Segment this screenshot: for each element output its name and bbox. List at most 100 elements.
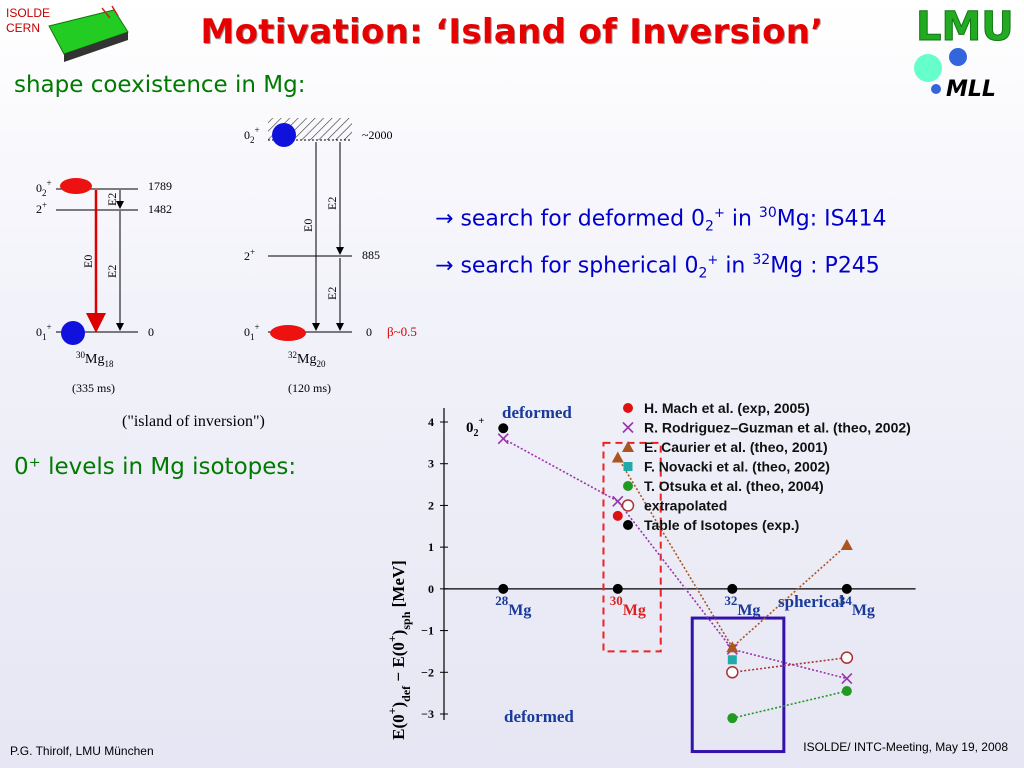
data-point <box>840 539 853 551</box>
transition-label: E2 <box>105 193 119 206</box>
y-tick-label: −1 <box>421 624 434 638</box>
transition-label: E2 <box>325 287 339 300</box>
level-spin: 02+ <box>36 178 52 198</box>
level-spin: 01+ <box>36 322 52 342</box>
data-point <box>841 686 852 697</box>
nucleus-label: 30Mg18 <box>76 350 114 369</box>
legend-entry: H. Mach et al. (exp, 2005) <box>644 400 810 416</box>
level-energy: 1789 <box>148 179 172 193</box>
bullet-item: → search for deformed 02+ in 30Mg: IS414 <box>435 205 887 235</box>
section-heading-levels: 0⁺ levels in Mg isotopes: <box>14 454 297 480</box>
legend-marker <box>622 441 634 452</box>
series-line <box>732 656 847 674</box>
logo-cern-text: CERN <box>6 21 40 35</box>
legend-marker <box>622 421 634 434</box>
x-isotope-label: 34Mg <box>839 593 875 619</box>
highlight-box-32mg <box>690 616 786 754</box>
data-point <box>726 666 739 679</box>
level-spin: 02+ <box>244 125 260 145</box>
footer-author: P.G. Thirolf, LMU München <box>10 744 154 758</box>
data-point <box>612 510 623 521</box>
data-point <box>727 655 737 665</box>
level-spin: 01+ <box>244 322 260 342</box>
y-tick-label: 1 <box>428 540 434 554</box>
bullet-list: → search for deformed 02+ in 30Mg: IS414… <box>435 197 887 290</box>
isotope-chart: E(0+)def − E(0+)sph [MeV] deformed defor… <box>385 400 916 754</box>
legend-entry: R. Rodriguez–Guzman et al. (theo, 2002) <box>644 420 911 436</box>
diagram-caption: ("island of inversion") <box>122 413 265 430</box>
annotation-spherical: spherical <box>778 592 844 611</box>
level-energy: ~2000 <box>362 128 393 142</box>
bullet-item: → search for spherical 02+ in 32Mg : P24… <box>435 251 880 282</box>
isolde-cern-logo: ISOLDE CERN <box>4 4 132 62</box>
transition-label: E0 <box>81 255 95 268</box>
level-spin: 2+ <box>36 200 47 216</box>
legend-entry: T. Otsuka et al. (theo, 2004) <box>644 478 824 494</box>
y-axis-label: E(0+)def − E(0+)sph [MeV] <box>385 560 413 740</box>
data-point <box>497 433 509 445</box>
x-isotope-label: 30Mg <box>610 593 646 619</box>
beta-label: β~0.5 <box>387 324 417 339</box>
series-line <box>502 437 848 680</box>
level-energy: 885 <box>362 248 380 262</box>
legend-marker <box>623 520 633 530</box>
deformed-state-shape <box>270 325 306 341</box>
data-point <box>841 672 853 685</box>
bullet-text: search for spherical 0 <box>460 253 699 279</box>
x-isotope-label: 28Mg <box>495 593 531 619</box>
data-point <box>612 583 623 594</box>
data-point <box>498 583 509 594</box>
y-tick-label: −3 <box>421 707 434 721</box>
data-point <box>841 583 852 594</box>
level-scheme-diagram: 02+ 2+ 01+ 1789 1482 0 E2 E0 E2 30Mg18 (… <box>36 118 417 430</box>
legend-entry: extrapolated <box>644 498 727 514</box>
spherical-state-shape <box>61 321 85 345</box>
y-tick-label: −2 <box>421 665 434 679</box>
logo-isolde-text: ISOLDE <box>6 6 50 20</box>
legend-marker <box>621 499 635 512</box>
halflife-label: (120 ms) <box>288 381 331 395</box>
legend-marker <box>623 481 633 491</box>
deformed-state-shape <box>60 178 92 194</box>
annotation-deformed-bottom: deformed <box>504 707 574 726</box>
footer-meeting: ISOLDE/ INTC-Meeting, May 19, 2008 <box>803 740 1008 754</box>
y-tick-label: 2 <box>428 498 434 512</box>
y-tick-label: 4 <box>428 415 434 429</box>
nucleus-label: 32Mg20 <box>288 350 326 369</box>
data-point <box>498 423 509 434</box>
data-point <box>611 451 624 463</box>
legend-entry: E. Caurier et al. (theo, 2001) <box>644 439 828 455</box>
page-title: Motivation: ‘Island of Inversion’ <box>200 12 824 52</box>
section-heading-shape-coexistence: shape coexistence in Mg: <box>14 72 306 98</box>
spherical-state-shape <box>272 123 296 147</box>
bullet-text: search for deformed 0 <box>460 206 706 232</box>
annotation-level-label: 02+ <box>466 416 485 439</box>
legend-entry: Table of Isotopes (exp.) <box>644 517 799 533</box>
series-line <box>732 690 848 719</box>
level-spin: 2+ <box>244 247 255 263</box>
y-tick-label: 0 <box>428 582 434 596</box>
legend-marker <box>623 462 633 471</box>
highlight-box-30mg <box>602 441 662 653</box>
data-point <box>727 583 738 594</box>
halflife-label: (335 ms) <box>72 381 115 395</box>
legend-marker <box>623 403 633 413</box>
logo-lmu-text: LMU <box>916 4 1014 50</box>
transition-label: E2 <box>325 197 339 210</box>
arrow-icon: → <box>435 206 454 232</box>
data-point <box>726 641 739 653</box>
y-tick-label: 3 <box>428 457 434 471</box>
level-energy: 0 <box>366 325 372 339</box>
data-point <box>840 651 854 664</box>
arrow-icon: → <box>435 253 454 279</box>
data-point <box>612 495 624 507</box>
annotation-deformed-top: deformed <box>502 403 572 422</box>
transition-label: E2 <box>105 265 119 278</box>
level-energy: 1482 <box>148 202 172 216</box>
level-energy: 0 <box>148 325 154 339</box>
data-point <box>727 713 738 724</box>
x-isotope-label: 32Mg <box>724 593 760 619</box>
logo-mll-text: MLL <box>946 77 996 100</box>
transition-label: E0 <box>301 219 315 232</box>
lmu-mll-logo: LMU MLL <box>904 2 1022 102</box>
